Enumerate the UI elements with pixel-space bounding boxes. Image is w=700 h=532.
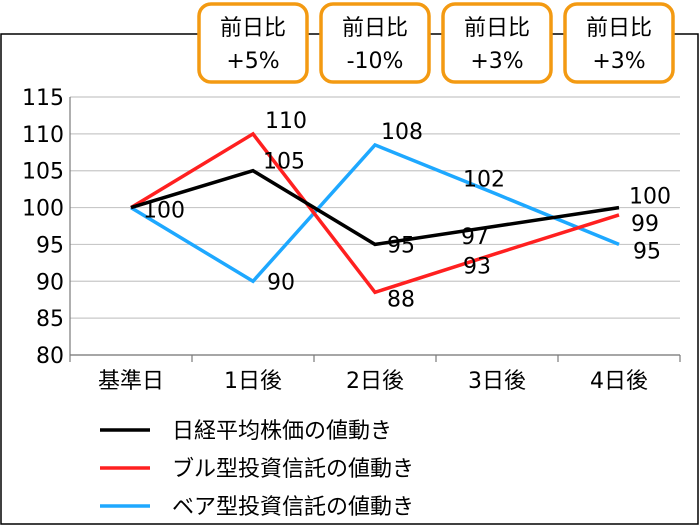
callout-border: [563, 2, 675, 84]
callout-border: [441, 2, 553, 84]
axes: 80 85 90 95 100 105 110 115 基準日 1日後 2日後 3日後 4日後: [22, 86, 681, 394]
x-tick-label: 1日後: [224, 369, 282, 394]
callout-line1: 前日比: [220, 16, 286, 41]
callout-line2: -10%: [347, 49, 404, 74]
data-label: 100: [143, 199, 185, 224]
data-label: 93: [463, 254, 491, 279]
callout-box: 前日比 +3%: [563, 2, 675, 84]
legend-item: 日経平均株価の値動き: [100, 419, 392, 444]
legend-label: ベア型投資信託の値動き: [172, 495, 414, 520]
data-label: 100: [629, 185, 671, 210]
data-label: 110: [265, 109, 307, 134]
callout-box: 前日比 +5%: [197, 2, 309, 84]
y-tick-label: 80: [36, 344, 64, 369]
callouts: 前日比 +5% 前日比 -10% 前日比 +3% 前日比 +3%: [197, 2, 675, 84]
callout-box: 前日比 -10%: [319, 2, 431, 84]
callout-line2: +5%: [226, 49, 279, 74]
x-tick-label: 基準日: [98, 369, 164, 394]
series-line-0: [130, 168, 620, 247]
series-lines: [130, 131, 620, 295]
callout-line1: 前日比: [586, 16, 652, 41]
data-label: 95: [633, 239, 661, 264]
data-label: 90: [267, 270, 295, 295]
data-label: 105: [263, 150, 305, 175]
data-label: 88: [387, 287, 415, 312]
series-line-2: [130, 142, 620, 284]
x-tick-label: 2日後: [346, 369, 404, 394]
y-tick-label: 90: [36, 270, 64, 295]
data-label: 95: [387, 233, 415, 258]
y-tick-label: 110: [22, 123, 64, 148]
legend-label: 日経平均株価の値動き: [172, 419, 392, 444]
grid: [70, 96, 680, 356]
callout-line2: +3%: [470, 49, 523, 74]
data-label: 108: [381, 120, 423, 145]
y-tick-label: 95: [36, 233, 64, 258]
callout-line1: 前日比: [464, 16, 530, 41]
x-tick-label: 3日後: [468, 369, 526, 394]
chart-frame: [0, 33, 699, 525]
callout-border: [197, 2, 309, 84]
legend-label: ブル型投資信託の値動き: [172, 457, 414, 482]
legend-item: ブル型投資信託の値動き: [100, 457, 414, 482]
callout-line2: +3%: [592, 49, 645, 74]
data-label: 99: [631, 212, 659, 237]
callout-box: 前日比 +3%: [441, 2, 553, 84]
y-tick-label: 115: [22, 86, 64, 111]
data-label: 97: [461, 225, 489, 250]
y-tick-label: 105: [22, 160, 64, 185]
callout-line1: 前日比: [342, 16, 408, 41]
data-labels: 100 105 95 97 100 110 88 93 99 90 108 102 95: [143, 109, 671, 312]
y-tick-label: 85: [36, 307, 64, 332]
callout-border: [319, 2, 431, 84]
y-tick-label: 100: [22, 197, 64, 222]
legend-item: ベア型投資信託の値動き: [100, 495, 414, 520]
data-label: 102: [463, 167, 505, 192]
x-tick-label: 4日後: [590, 369, 648, 394]
series-line-1: [130, 131, 620, 295]
